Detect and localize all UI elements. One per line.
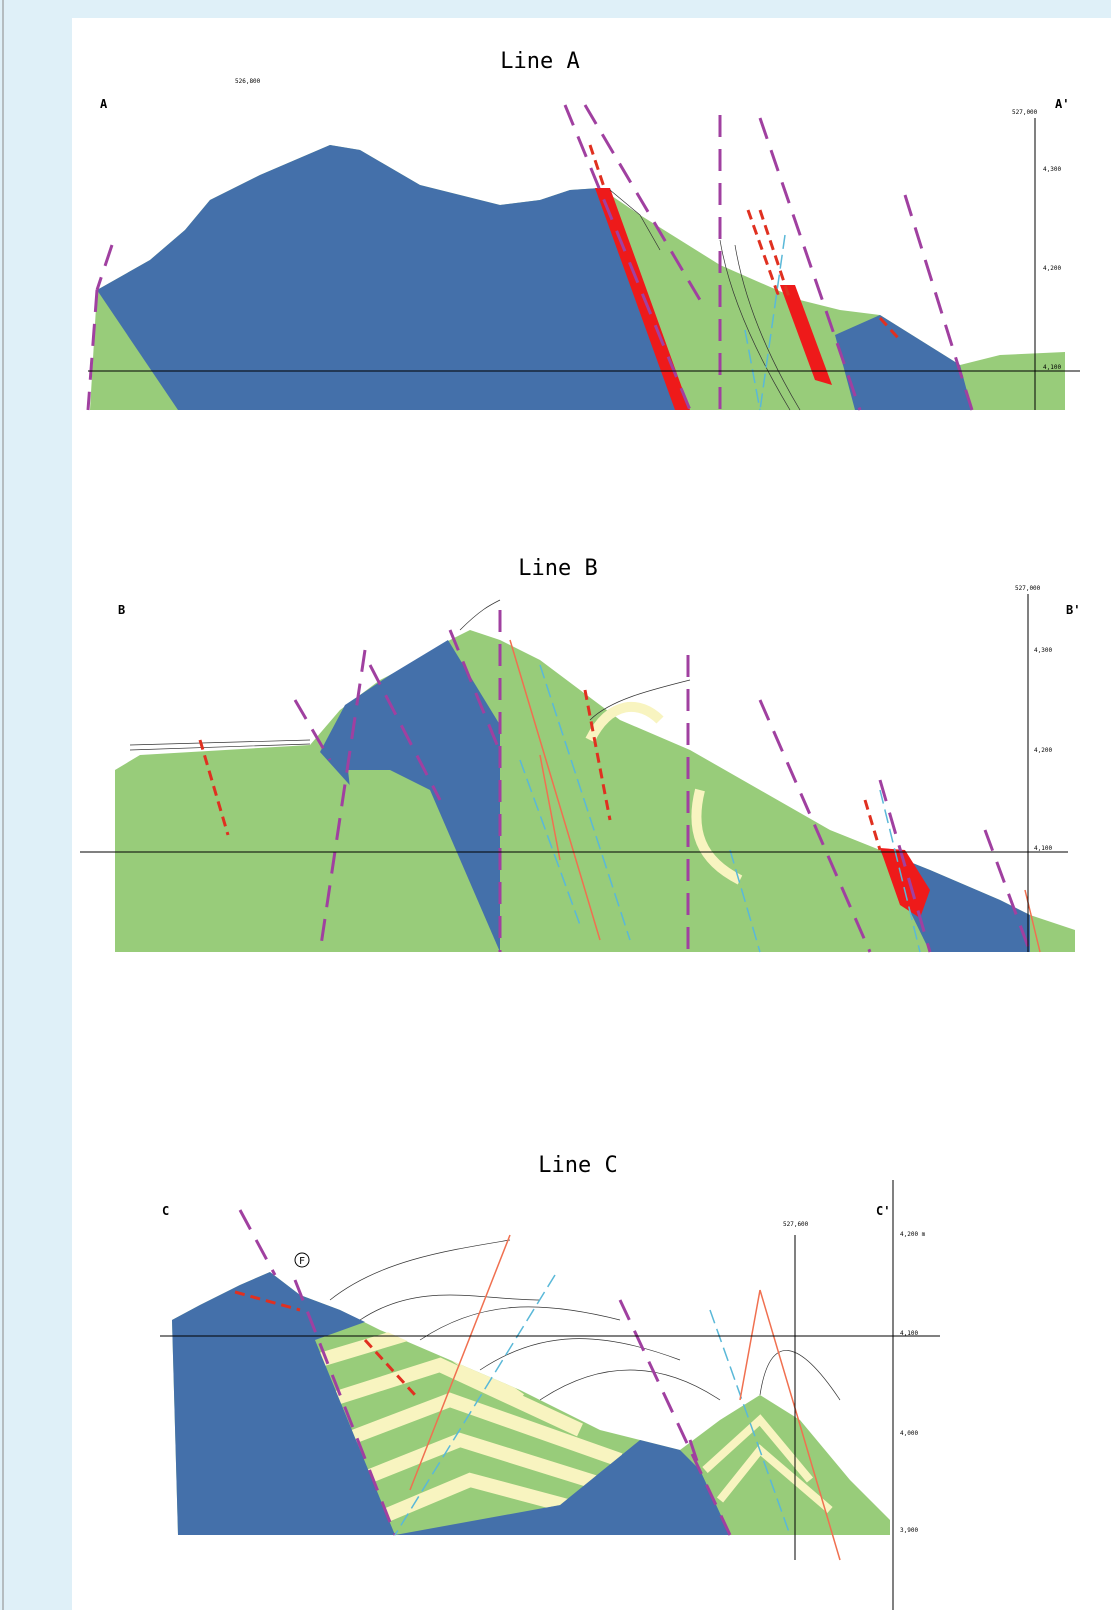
elevation-label: 4,100	[1034, 845, 1052, 852]
elevation-label: 4,100	[1043, 364, 1061, 371]
section-title: Line A	[500, 49, 579, 74]
start-label: A	[100, 97, 108, 111]
elevation-label: 4,000	[900, 1430, 918, 1437]
unit-red	[780, 285, 832, 385]
yellow-bed	[585, 702, 743, 885]
yellow-bed	[327, 1357, 583, 1437]
unit-blue	[395, 1440, 730, 1535]
elevation-label: 3,900	[900, 1527, 918, 1534]
red-fault	[234, 1290, 417, 1397]
start-label: B	[118, 603, 125, 617]
axis-trace	[409, 1234, 841, 1561]
unit-green	[348, 770, 500, 952]
start-label: C	[162, 1204, 169, 1218]
end-label: C'	[876, 1204, 890, 1218]
elevation-label: 4,300	[1043, 166, 1061, 173]
yellow-bed	[357, 1432, 623, 1497]
fault	[238, 1209, 732, 1536]
end-label: A'	[1055, 97, 1069, 111]
elevation-label: 4,200	[1034, 747, 1052, 754]
unit-red	[880, 848, 930, 918]
axis-trace	[519, 664, 921, 953]
red-fault	[588, 144, 902, 342]
end-label: B'	[1066, 603, 1080, 617]
easting-label: 527,600	[783, 1221, 809, 1228]
bedding	[329, 1239, 841, 1401]
elevation-label: 4,100	[900, 1330, 918, 1337]
axis-trace	[744, 234, 786, 411]
easting-label: 527,000	[1015, 585, 1041, 592]
elevation-label: 4,200	[1043, 265, 1061, 272]
fault-marker-circle	[294, 1252, 310, 1268]
bedding	[609, 189, 801, 411]
unit-blue	[835, 315, 972, 410]
elevation-label: 4,200 m	[900, 1231, 926, 1238]
section-b: Line B B B' 527,000 4,300 4,200 4,100	[80, 556, 1080, 953]
section-title: Line C	[538, 1153, 617, 1178]
axis-trace	[394, 1274, 791, 1536]
bedding	[129, 599, 691, 751]
fault-marker: F	[299, 1256, 305, 1267]
unit-blue	[172, 1272, 395, 1535]
section-c: Line C C C' 527,600 4,200 m 4,100 4,000 …	[160, 1153, 940, 1610]
section-title: Line B	[518, 556, 597, 581]
elevation-label: 4,300	[1034, 647, 1052, 654]
easting-label: 526,800	[235, 78, 261, 85]
yellow-bed	[342, 1392, 623, 1467]
red-fault	[198, 689, 882, 851]
section-a: Line A A A' 526,800 527,000 4,300 4,200 …	[86, 49, 1080, 411]
easting-label: 527,000	[1012, 109, 1038, 116]
unit-blue	[97, 145, 687, 410]
fault	[86, 104, 974, 411]
fault	[293, 610, 1032, 953]
unit-red	[595, 188, 690, 410]
